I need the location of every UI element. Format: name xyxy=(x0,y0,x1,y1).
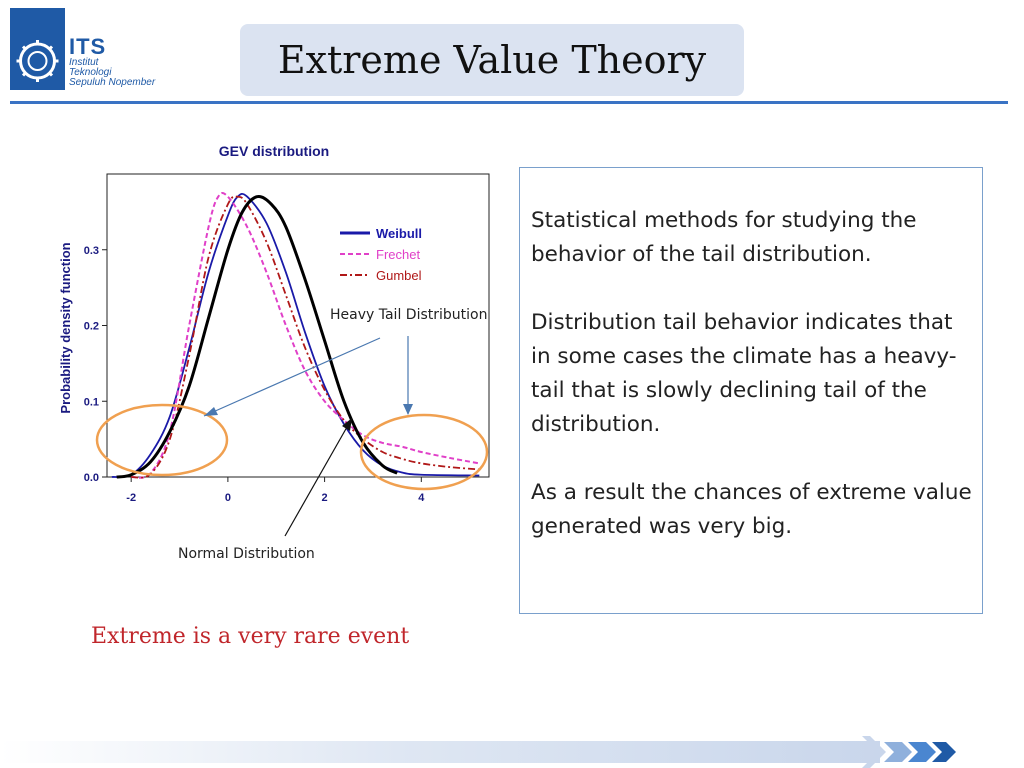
logo-line-3: Sepuluh Nopember xyxy=(69,77,156,88)
heavy-tail-arrows xyxy=(203,336,409,417)
logo-line-1: Institut xyxy=(69,57,99,68)
logo-short: ITS xyxy=(69,34,107,59)
chart-legend: Weibull Frechet Gumbel xyxy=(340,226,422,283)
x-tick-label: 4 xyxy=(418,492,425,504)
y-tick-label: 0.0 xyxy=(84,472,99,484)
normal-arrow xyxy=(284,419,352,537)
series-lines xyxy=(111,191,480,479)
footer-chevron-2 xyxy=(884,742,912,762)
heavy-tail-arrowhead-left xyxy=(204,407,218,416)
heavy-tail-label: Heavy Tail Distribution xyxy=(330,307,487,323)
legend-label-frechet: Frechet xyxy=(376,247,420,262)
normal-arrowhead xyxy=(342,418,352,431)
gev-chart-svg: GEV distribution Probability density fun… xyxy=(46,122,500,562)
footer-chevron-3 xyxy=(908,742,936,762)
heavy-tail-arrow-left xyxy=(203,337,381,417)
its-logo-text: ITS Institut Teknologi Sepuluh Nopember xyxy=(69,36,155,88)
next-arrows-icon xyxy=(862,736,956,768)
footer-bar xyxy=(0,741,880,763)
chart-y-axis-label: Probability density function xyxy=(58,242,73,413)
chart-title: GEV distribution xyxy=(219,143,329,159)
x-tick-label: 0 xyxy=(225,492,231,504)
description-paragraph-2: Distribution tail behavior indicates tha… xyxy=(531,310,957,437)
x-tick-label: -2 xyxy=(126,492,136,504)
right-tail-circle xyxy=(359,413,489,491)
logo-line-2: Teknologi xyxy=(69,67,112,78)
left-tail-circle xyxy=(95,403,229,477)
y-tick-label: 0.2 xyxy=(84,321,99,333)
y-tick-label: 0.1 xyxy=(84,396,99,408)
footer-chevron-1 xyxy=(862,736,886,768)
header-divider xyxy=(10,101,1008,104)
its-logo-emblem xyxy=(10,8,65,90)
tagline: Extreme is a very rare event xyxy=(91,624,410,649)
footer-chevron-4 xyxy=(932,742,956,762)
description-box: Statistical methods for studying the beh… xyxy=(519,167,983,614)
y-axis-ticks: 0.0 0.1 0.2 0.3 xyxy=(84,245,107,484)
x-tick-label: 2 xyxy=(322,492,328,504)
normal-distribution-label: Normal Distribution xyxy=(178,546,315,562)
gear-emblem-icon xyxy=(16,40,59,82)
page-title: Extreme Value Theory xyxy=(277,38,707,82)
gev-chart: GEV distribution Probability density fun… xyxy=(40,118,520,588)
legend-label-gumbel: Gumbel xyxy=(376,268,422,283)
heavy-tail-arrowhead-down xyxy=(403,404,413,415)
legend-label-weibull: Weibull xyxy=(376,226,422,241)
chart-background xyxy=(46,122,500,552)
description-paragraph-3: As a result the chances of extreme value… xyxy=(531,480,972,539)
x-axis-ticks: -2 0 2 4 xyxy=(126,477,425,504)
series-line-frechet xyxy=(130,191,480,479)
series-line-normal xyxy=(116,194,398,479)
title-banner: Extreme Value Theory xyxy=(240,24,744,96)
description-paragraph-1: Statistical methods for studying the beh… xyxy=(531,208,917,267)
y-tick-label: 0.3 xyxy=(84,245,99,257)
